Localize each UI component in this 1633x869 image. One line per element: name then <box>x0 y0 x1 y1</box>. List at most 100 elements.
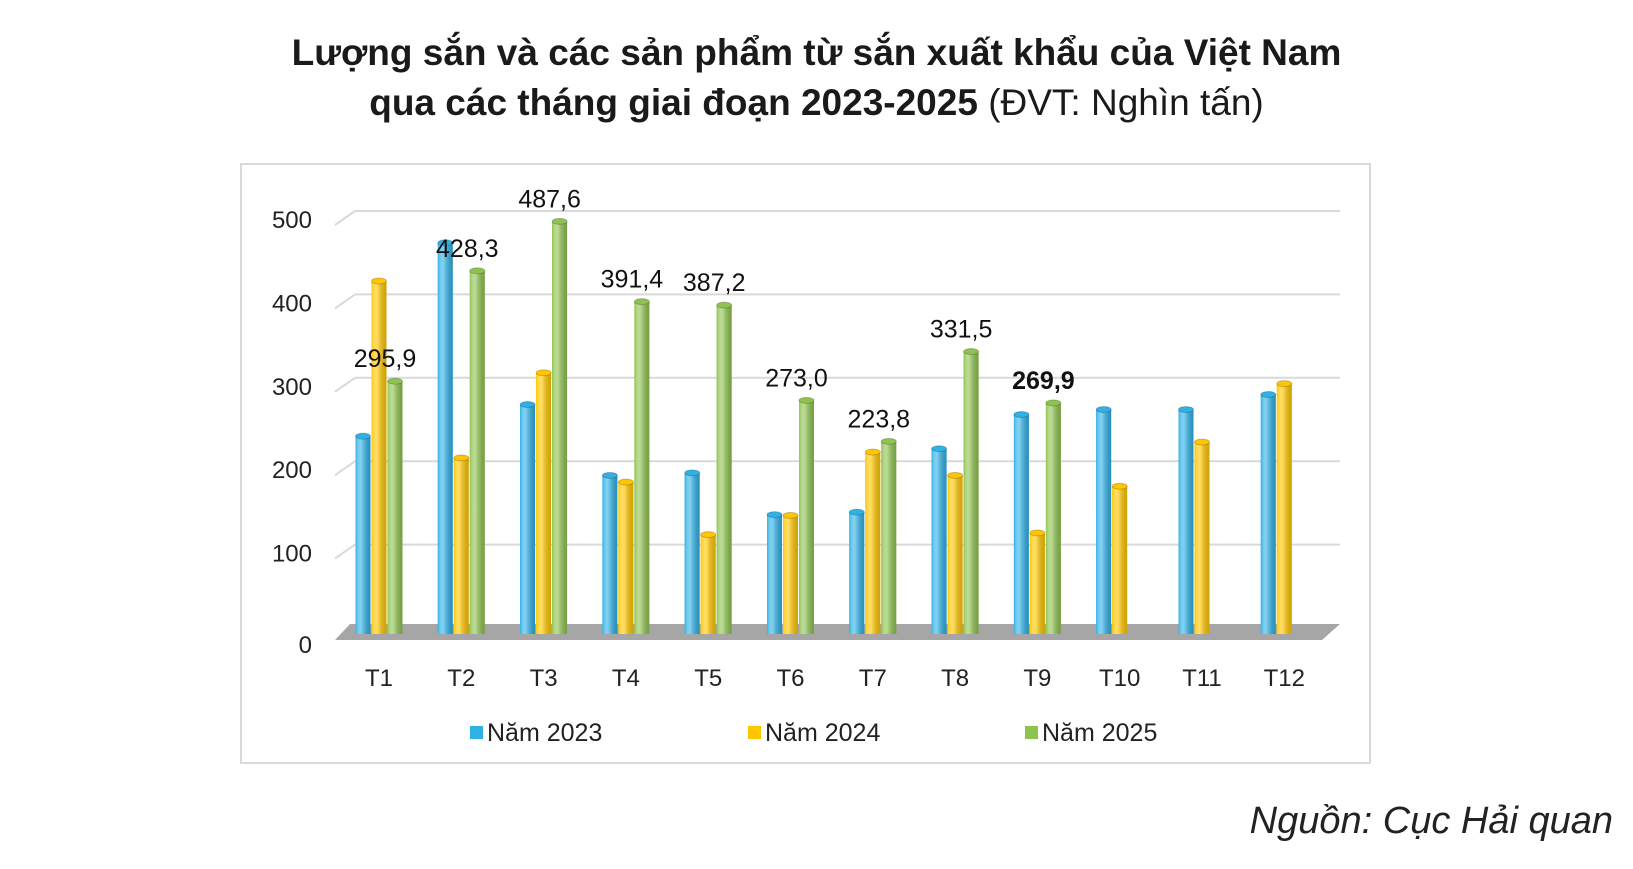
bar-shading <box>1096 409 1112 634</box>
x-tick-label: T4 <box>612 665 640 692</box>
bar-top <box>601 471 618 479</box>
bar-top <box>1013 410 1030 418</box>
x-tick-label: T3 <box>530 665 558 692</box>
bar-top <box>848 508 865 516</box>
y-tick-label: 500 <box>272 207 312 234</box>
bar-top <box>1276 380 1293 388</box>
bar-shading <box>947 475 963 634</box>
legend-swatch <box>470 726 483 739</box>
x-tick-label: T5 <box>694 665 722 692</box>
bar-top <box>700 531 717 539</box>
bar-top <box>798 396 815 404</box>
bar-top <box>519 400 536 408</box>
data-label: 269,9 <box>1012 367 1075 395</box>
bar-top <box>551 217 568 225</box>
legend-swatch <box>1025 726 1038 739</box>
bar-shading <box>634 301 650 634</box>
y-tick-label: 200 <box>272 457 312 484</box>
gridline-side <box>334 293 356 310</box>
data-label: 295,9 <box>354 345 417 373</box>
bar-top <box>617 478 634 486</box>
bar-top <box>1178 405 1194 413</box>
bar-top <box>931 445 948 453</box>
bar-top <box>782 511 799 519</box>
gridline-side <box>334 460 356 477</box>
gridline-side <box>334 210 356 226</box>
legend-label: Năm 2024 <box>765 719 880 747</box>
bar-top <box>716 301 733 309</box>
x-tick-label: T11 <box>1182 665 1222 692</box>
y-tick-label: 400 <box>272 290 312 317</box>
bar-shading <box>684 472 700 634</box>
chart-title-line2: qua các tháng giai đoạn 2023-2025 (ĐVT: … <box>0 78 1633 128</box>
bar-top <box>355 432 371 440</box>
legend-label: Năm 2023 <box>487 719 602 747</box>
bar-shading <box>1276 383 1292 634</box>
bar-shading <box>1029 532 1045 634</box>
x-tick-label: T1 <box>365 665 393 692</box>
bar-shading <box>387 381 403 634</box>
bar-shading <box>602 475 618 634</box>
data-label: 391,4 <box>601 266 664 294</box>
bar-shading <box>767 514 782 634</box>
bar-top <box>1029 529 1046 537</box>
data-label: 487,6 <box>518 185 581 213</box>
bar-top <box>371 277 387 285</box>
bar-shading <box>1013 414 1029 634</box>
chart-unit: (ĐVT: Nghìn tấn) <box>977 82 1264 123</box>
legend-swatch <box>748 726 761 739</box>
bar-top <box>684 469 701 477</box>
data-label: 387,2 <box>683 269 746 297</box>
x-tick-label: T9 <box>1023 665 1051 692</box>
bar-top <box>947 471 964 479</box>
y-tick-label: 300 <box>272 374 312 401</box>
gridline-side <box>334 376 356 393</box>
chart-title-period: qua các tháng giai đoạn 2023-2025 <box>369 82 978 123</box>
chart-title-line1: Lượng sắn và các sản phẩm từ sắn xuất kh… <box>291 32 1342 73</box>
bar-top <box>1111 482 1128 490</box>
data-label: 223,8 <box>848 405 911 433</box>
bar-top <box>1260 390 1277 398</box>
data-label: 331,5 <box>930 316 993 344</box>
bar-shading <box>783 515 798 634</box>
source-note: Nguồn: Cục Hải quan <box>1249 800 1613 842</box>
bar-top <box>864 448 881 456</box>
bar-shading <box>1045 402 1061 634</box>
bar-top <box>1194 438 1210 446</box>
bar-top <box>963 348 980 356</box>
bar-top <box>1045 399 1062 407</box>
bar-shading <box>881 441 897 634</box>
x-tick-label: T8 <box>941 665 969 692</box>
bar-shading <box>963 351 979 634</box>
data-label: 428,3 <box>436 235 499 263</box>
bar-top <box>469 267 486 275</box>
bar-shading <box>536 372 552 634</box>
y-tick-label: 0 <box>299 632 312 659</box>
x-tick-label: T7 <box>859 665 887 692</box>
bar-shading <box>552 221 568 634</box>
bar-shading <box>520 404 536 634</box>
bar-shading <box>1260 394 1276 634</box>
chart-floor <box>335 624 1340 640</box>
data-label: 273,0 <box>765 364 828 392</box>
bar-shading <box>469 270 485 634</box>
x-tick-label: T12 <box>1264 665 1305 692</box>
bar-top <box>766 511 783 519</box>
x-tick-label: T6 <box>776 665 804 692</box>
bar-shading <box>618 482 634 634</box>
bar-shading <box>799 400 814 634</box>
bar-shading <box>371 281 387 634</box>
bar-shading <box>355 436 371 634</box>
bar-shading <box>1194 442 1210 634</box>
bar-shading <box>931 448 947 634</box>
bar-shading <box>1178 409 1194 634</box>
bar-top <box>1095 405 1112 413</box>
bar-top <box>437 239 454 247</box>
bar-shading <box>700 534 716 634</box>
bar-shading <box>437 242 453 634</box>
x-tick-label: T2 <box>447 665 475 692</box>
x-tick-label: T10 <box>1099 665 1140 692</box>
bar-shading <box>1112 486 1128 634</box>
bar-top <box>535 369 552 377</box>
